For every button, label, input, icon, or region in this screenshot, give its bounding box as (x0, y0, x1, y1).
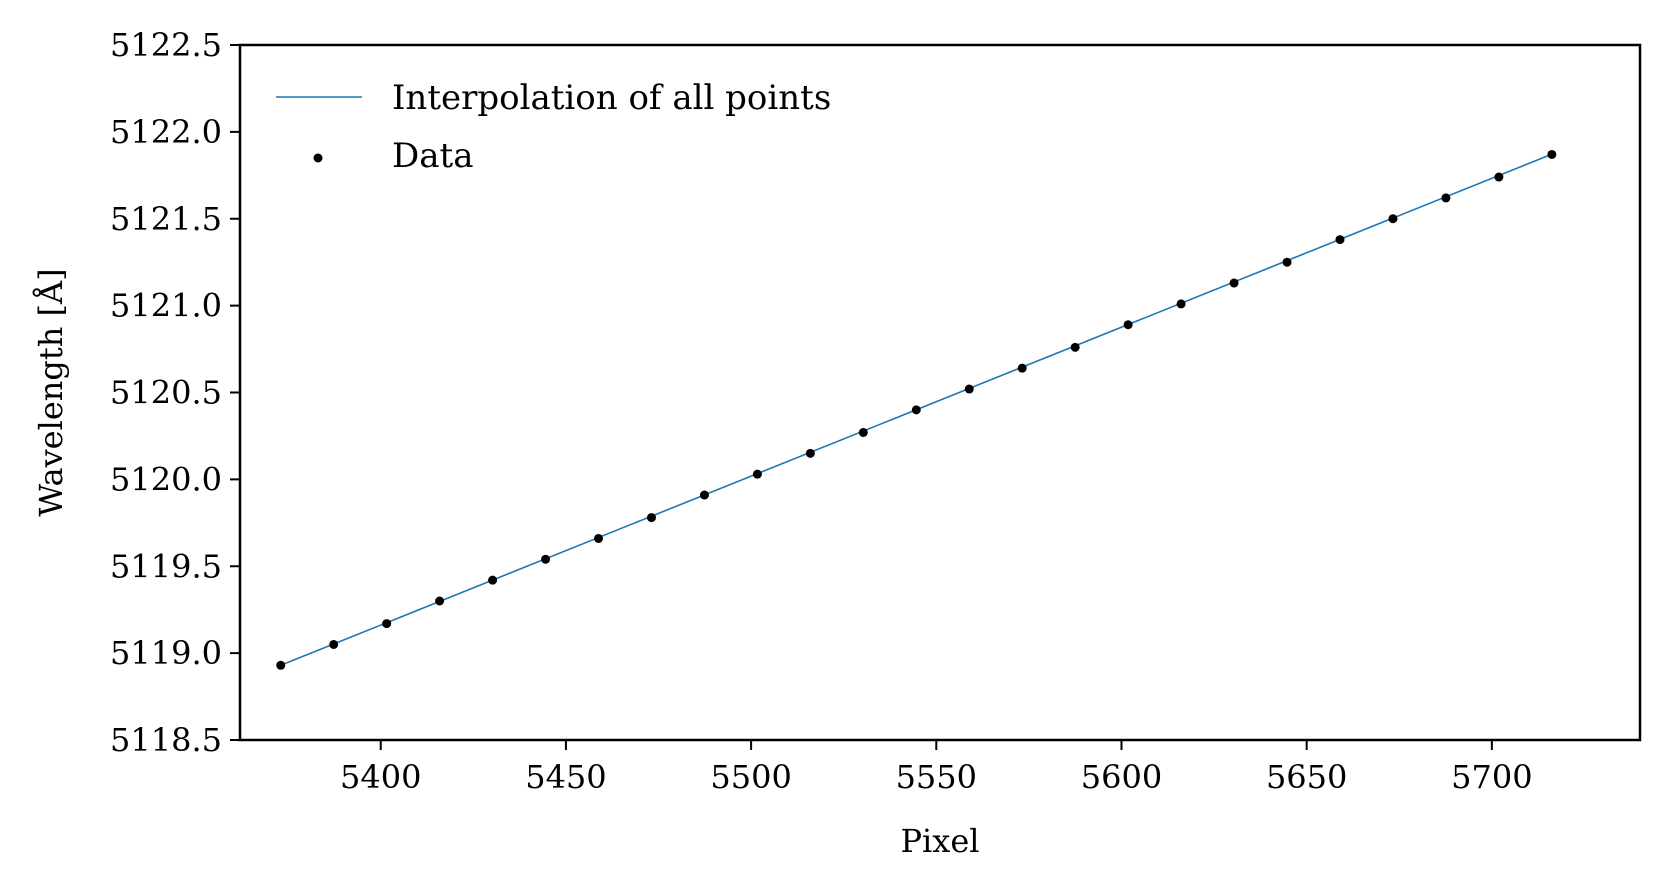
data-point (858, 427, 868, 437)
y-axis-ticks: 5118.5 5119.0 5119.5 5120.0 5120.5 5121.0 5121… (110, 26, 240, 759)
data-point (805, 448, 815, 458)
data-point (1070, 342, 1080, 352)
x-tick-label: 5700 (1451, 758, 1532, 796)
data-point (329, 639, 339, 649)
y-axis-label: Wavelength [Å] (32, 268, 70, 516)
data-point (1547, 149, 1557, 159)
data-point (276, 660, 286, 670)
x-axis-label: Pixel (901, 822, 980, 860)
data-point (1229, 278, 1239, 288)
data-point (541, 554, 551, 564)
axes-frame (238, 43, 1642, 742)
y-tick-label: 5119.5 (110, 547, 222, 585)
data-point (699, 490, 709, 500)
legend-label-data: Data (392, 136, 473, 176)
x-axis-ticks: 5400 5450 5500 5550 5600 5650 5700 (340, 740, 1533, 796)
data-point (382, 619, 392, 629)
data-point (1123, 320, 1133, 330)
data-point (1441, 193, 1451, 203)
legend-marker-swatch (313, 153, 323, 163)
data-point (1494, 172, 1504, 182)
x-tick-label: 5500 (710, 758, 791, 796)
x-tick-label: 5450 (525, 758, 606, 796)
data-point (646, 513, 656, 523)
y-tick-label: 5122.5 (110, 26, 222, 64)
legend-label-interpolation: Interpolation of all points (392, 78, 831, 118)
y-tick-label: 5120.0 (110, 460, 222, 498)
y-tick-label: 5121.0 (110, 287, 222, 325)
data-point (1335, 235, 1345, 245)
y-tick-label: 5120.5 (110, 374, 222, 412)
data-point (1176, 299, 1186, 309)
data-point (1282, 257, 1292, 267)
x-tick-label: 5650 (1266, 758, 1347, 796)
x-tick-label: 5550 (896, 758, 977, 796)
data-point (594, 533, 604, 543)
data-point (1017, 363, 1027, 373)
plot-area (276, 149, 1557, 670)
data-point (911, 405, 921, 415)
x-tick-label: 5600 (1081, 758, 1162, 796)
y-tick-label: 5122.0 (110, 113, 222, 151)
data-point (964, 384, 974, 394)
legend: Interpolation of all points Data (276, 78, 831, 176)
data-point (1388, 214, 1398, 224)
data-point (488, 575, 498, 585)
y-tick-label: 5119.0 (110, 634, 222, 672)
data-point (752, 469, 762, 479)
x-tick-label: 5400 (340, 758, 421, 796)
y-tick-label: 5118.5 (110, 721, 222, 759)
data-point (435, 596, 445, 606)
y-tick-label: 5121.5 (110, 200, 222, 238)
